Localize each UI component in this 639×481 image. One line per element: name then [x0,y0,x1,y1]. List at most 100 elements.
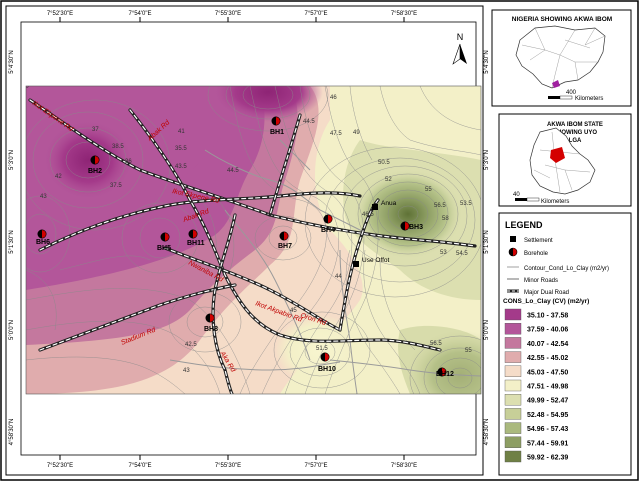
borehole-marker [37,229,47,239]
top-tick-label: 7°58'30"E [391,11,417,17]
contour-label: 43 [40,194,47,200]
legend-item-label: Major Dual Road [524,290,569,296]
borehole-marker [160,232,170,242]
contour-label: 55 [465,348,472,354]
contour-label: 47.5 [330,131,342,137]
contour-label: 58 [442,216,449,222]
contour-label: 46.5 [362,212,374,218]
top-tick-label: 7°54'0"E [128,11,151,17]
settlement-label: Use Offot [362,257,390,264]
right-tick-label: 5°3'0"N [484,150,490,170]
contour-label: 43 [183,368,190,374]
legend-class-label: 37.59 - 40.06 [527,327,568,334]
right-tick-label: 4°58'30"N [484,419,490,446]
contour-label: 56.5 [430,341,442,347]
legend-class-swatch [504,308,522,321]
top-tick-label: 7°57'0"E [304,11,327,17]
inset-akwa-scale-value: 40 [513,192,520,198]
legend-class-swatch [504,351,522,363]
legend-class-label: 45.03 - 47.50 [527,369,568,376]
right-tick-label: 5°4'30"N [484,50,490,73]
bottom-tick-label: 7°52'30"E [47,463,73,469]
legend-class-swatch [504,394,522,406]
contour-label: 53.5 [460,201,472,207]
inset-nigeria-scale-unit: Kilometers [575,96,603,102]
legend-class-swatch [504,365,522,377]
contour-label: 44.5 [303,119,315,125]
inset-akwa-scale-unit: Kilometers [541,199,569,205]
legend-class-label: 47.51 - 49.98 [527,384,568,391]
borehole-marker [188,229,198,239]
legend-item-label: Borehole [524,251,549,257]
legend-item-label: Minor Roads [524,278,558,284]
legend-class-label: 49.99 - 52.47 [527,398,568,405]
borehole-label: BH1 [270,129,284,136]
contour-label: 44.5 [227,168,239,174]
settlement-label: Anua [381,200,397,207]
north-label: N [457,32,464,42]
left-tick-label: 5°4'30"N [9,50,15,73]
contour-label: 36 [125,159,132,165]
contour-label: 55 [425,187,432,193]
legend-item-label: Settlement [524,238,553,244]
borehole-label: BH8 [204,326,218,333]
inset-nigeria-scale-value: 400 [566,90,577,96]
borehole-marker [320,352,330,362]
legend-class-label: 59.92 - 62.39 [527,455,568,462]
left-tick-label: 5°1'30"N [9,230,15,253]
contour-label: 37 [92,127,99,133]
borehole-marker [323,214,333,224]
north-arrow: N [452,32,467,65]
legend-class-swatch [504,436,522,448]
borehole-label: BH11 [187,240,205,247]
inset-akwa-ibom: AKWA IBOM STATE SHOWING UYO LGA 40 Kilom… [498,113,632,207]
contour-label: 49 [353,130,360,136]
borehole-marker [437,367,447,377]
legend: LEGEND Settlement Borehole Contour_Cond_Lo… [498,212,632,476]
contour-label: 52 [385,177,392,183]
borehole-label: BH2 [88,168,102,175]
left-tick-label: 5°0'0"N [9,320,15,340]
legend-title: LEGEND [505,220,543,230]
inset-akwa-title-3: LGA [569,138,582,144]
legend-class-label: 40.07 - 42.54 [527,341,568,348]
borehole-marker [279,231,289,241]
contour-label: 38.5 [112,144,124,150]
borehole-label: BH4 [321,227,335,234]
legend-borehole-symbol [508,247,518,257]
borehole-label: BH10 [318,366,336,373]
legend-item-label: Contour_Cond_Lo_Clay (m2/yr) [524,266,609,272]
legend-class-label: 52.48 - 54.95 [527,412,568,419]
legend-class-label: 57.44 - 59.91 [527,440,568,447]
legend-class-swatch [504,337,522,349]
borehole-marker [205,313,215,323]
legend-class-swatch [504,323,522,335]
contour-label: 42 [55,174,62,180]
borehole-marker [400,221,410,231]
left-tick-label: 5°3'0"N [9,150,15,170]
bottom-tick-label: 7°54'0"E [128,463,151,469]
inset-nigeria-scale: 400 Kilometers [548,90,603,102]
inset-akwa-title-2: SHOWING UYO [553,130,597,136]
legend-class-swatch [504,408,522,420]
contour-label: 37.5 [110,183,122,189]
legend-settlement-symbol [510,236,516,242]
legend-class-swatch [504,450,522,463]
borehole-label: BH5 [157,245,171,252]
contour-label: 45 [290,308,297,314]
contour-label: 40 [22,84,29,90]
contour-label: 50.5 [378,160,390,166]
contour-label: 46 [330,95,337,101]
contour-label: 56.5 [434,203,446,209]
bottom-tick-label: 7°55'30"E [215,463,241,469]
settlement-marker [353,261,359,267]
right-tick-label: 5°0'0"N [484,320,490,340]
borehole-label: BH7 [278,243,292,250]
borehole-label: BH6 [36,239,50,246]
borehole-label: BH12 [436,371,454,378]
contour-label: 53 [440,250,447,256]
borehole-marker [90,155,100,165]
contour-label: 43.5 [175,164,187,170]
